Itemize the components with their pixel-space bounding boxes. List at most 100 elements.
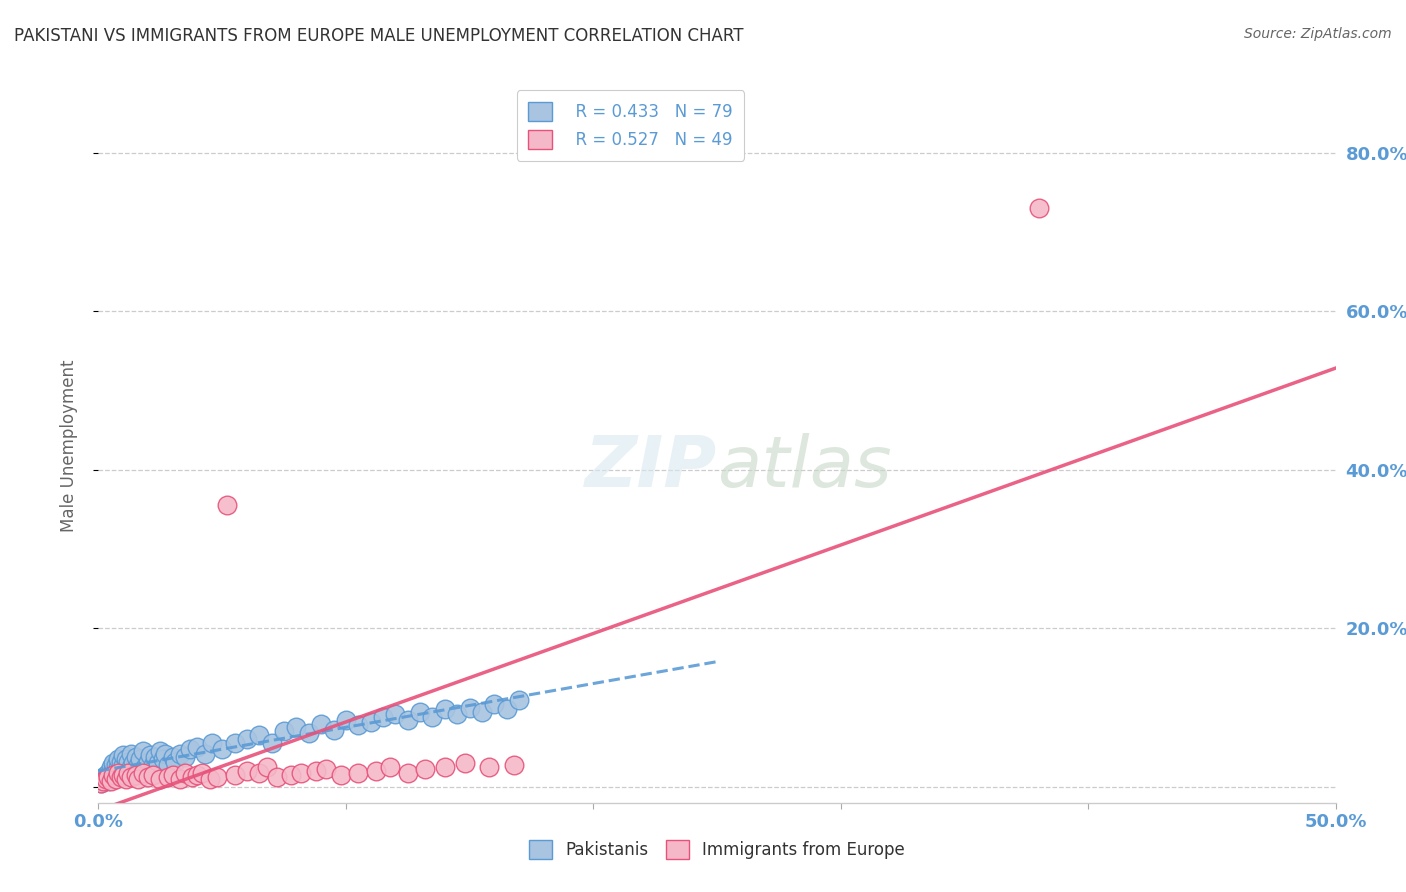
Point bbox=[100, 773, 122, 788]
Point bbox=[112, 748, 135, 763]
Point bbox=[136, 771, 159, 785]
Point bbox=[90, 772, 112, 786]
Point bbox=[247, 728, 270, 742]
Point bbox=[110, 755, 132, 769]
Point bbox=[260, 736, 283, 750]
Point bbox=[484, 697, 506, 711]
Point bbox=[93, 771, 115, 785]
Point bbox=[305, 764, 328, 778]
Point bbox=[94, 772, 117, 786]
Point bbox=[280, 768, 302, 782]
Point bbox=[114, 772, 136, 786]
Point bbox=[103, 763, 125, 777]
Text: Source: ZipAtlas.com: Source: ZipAtlas.com bbox=[1244, 27, 1392, 41]
Point bbox=[104, 765, 127, 780]
Point bbox=[100, 764, 122, 778]
Point bbox=[236, 764, 259, 778]
Point bbox=[329, 768, 352, 782]
Point bbox=[503, 757, 526, 772]
Point bbox=[112, 768, 135, 782]
Point bbox=[266, 771, 288, 785]
Point bbox=[458, 700, 481, 714]
Point bbox=[347, 765, 370, 780]
Point bbox=[142, 768, 165, 782]
Point bbox=[103, 756, 125, 771]
Point bbox=[433, 760, 456, 774]
Point bbox=[335, 713, 357, 727]
Point bbox=[152, 752, 174, 766]
Point bbox=[129, 752, 152, 766]
Point bbox=[360, 714, 382, 729]
Point bbox=[156, 757, 179, 772]
Point bbox=[205, 771, 228, 785]
Point bbox=[155, 747, 177, 761]
Point bbox=[139, 748, 162, 763]
Point bbox=[100, 771, 122, 785]
Point bbox=[186, 740, 208, 755]
Point bbox=[247, 765, 270, 780]
Point bbox=[94, 772, 117, 786]
Point bbox=[104, 757, 127, 772]
Point bbox=[224, 736, 246, 750]
Point bbox=[107, 760, 129, 774]
Point bbox=[156, 771, 179, 785]
Point bbox=[191, 765, 214, 780]
Text: atlas: atlas bbox=[717, 433, 891, 502]
Point bbox=[422, 710, 444, 724]
Point bbox=[122, 756, 145, 771]
Point bbox=[371, 710, 394, 724]
Point bbox=[146, 756, 169, 771]
Point bbox=[149, 744, 172, 758]
Point bbox=[298, 726, 321, 740]
Point bbox=[104, 772, 127, 786]
Point bbox=[124, 749, 146, 764]
Point bbox=[194, 747, 217, 761]
Point bbox=[107, 765, 129, 780]
Point bbox=[100, 760, 122, 774]
Point bbox=[103, 768, 125, 782]
Point bbox=[169, 747, 191, 761]
Point bbox=[162, 768, 184, 782]
Point bbox=[124, 764, 146, 778]
Point bbox=[322, 723, 344, 737]
Point bbox=[134, 760, 156, 774]
Point bbox=[112, 768, 135, 782]
Point bbox=[97, 771, 120, 785]
Point bbox=[107, 752, 129, 766]
Text: ZIP: ZIP bbox=[585, 433, 717, 502]
Point bbox=[396, 765, 419, 780]
Point bbox=[290, 765, 312, 780]
Point bbox=[90, 776, 112, 790]
Point bbox=[112, 757, 135, 772]
Point bbox=[384, 706, 406, 721]
Point bbox=[136, 755, 159, 769]
Point bbox=[256, 760, 278, 774]
Point bbox=[309, 716, 332, 731]
Point bbox=[94, 768, 117, 782]
Point bbox=[142, 757, 165, 772]
Point bbox=[117, 765, 139, 780]
Point bbox=[471, 705, 494, 719]
Point bbox=[236, 732, 259, 747]
Point bbox=[1028, 201, 1050, 215]
Point bbox=[90, 776, 112, 790]
Point bbox=[117, 765, 139, 780]
Point bbox=[380, 760, 402, 774]
Point bbox=[201, 736, 224, 750]
Point bbox=[446, 706, 468, 721]
Legend: Pakistanis, Immigrants from Europe: Pakistanis, Immigrants from Europe bbox=[523, 833, 911, 866]
Point bbox=[285, 721, 308, 735]
Point bbox=[409, 705, 432, 719]
Point bbox=[127, 757, 149, 772]
Point bbox=[132, 744, 155, 758]
Point bbox=[93, 773, 115, 788]
Point bbox=[224, 768, 246, 782]
Point bbox=[120, 747, 142, 761]
Point bbox=[120, 771, 142, 785]
Point bbox=[127, 772, 149, 786]
Point bbox=[93, 773, 115, 788]
Point bbox=[217, 499, 239, 513]
Point bbox=[179, 742, 201, 756]
Point bbox=[211, 742, 233, 756]
Text: PAKISTANI VS IMMIGRANTS FROM EUROPE MALE UNEMPLOYMENT CORRELATION CHART: PAKISTANI VS IMMIGRANTS FROM EUROPE MALE… bbox=[14, 27, 744, 45]
